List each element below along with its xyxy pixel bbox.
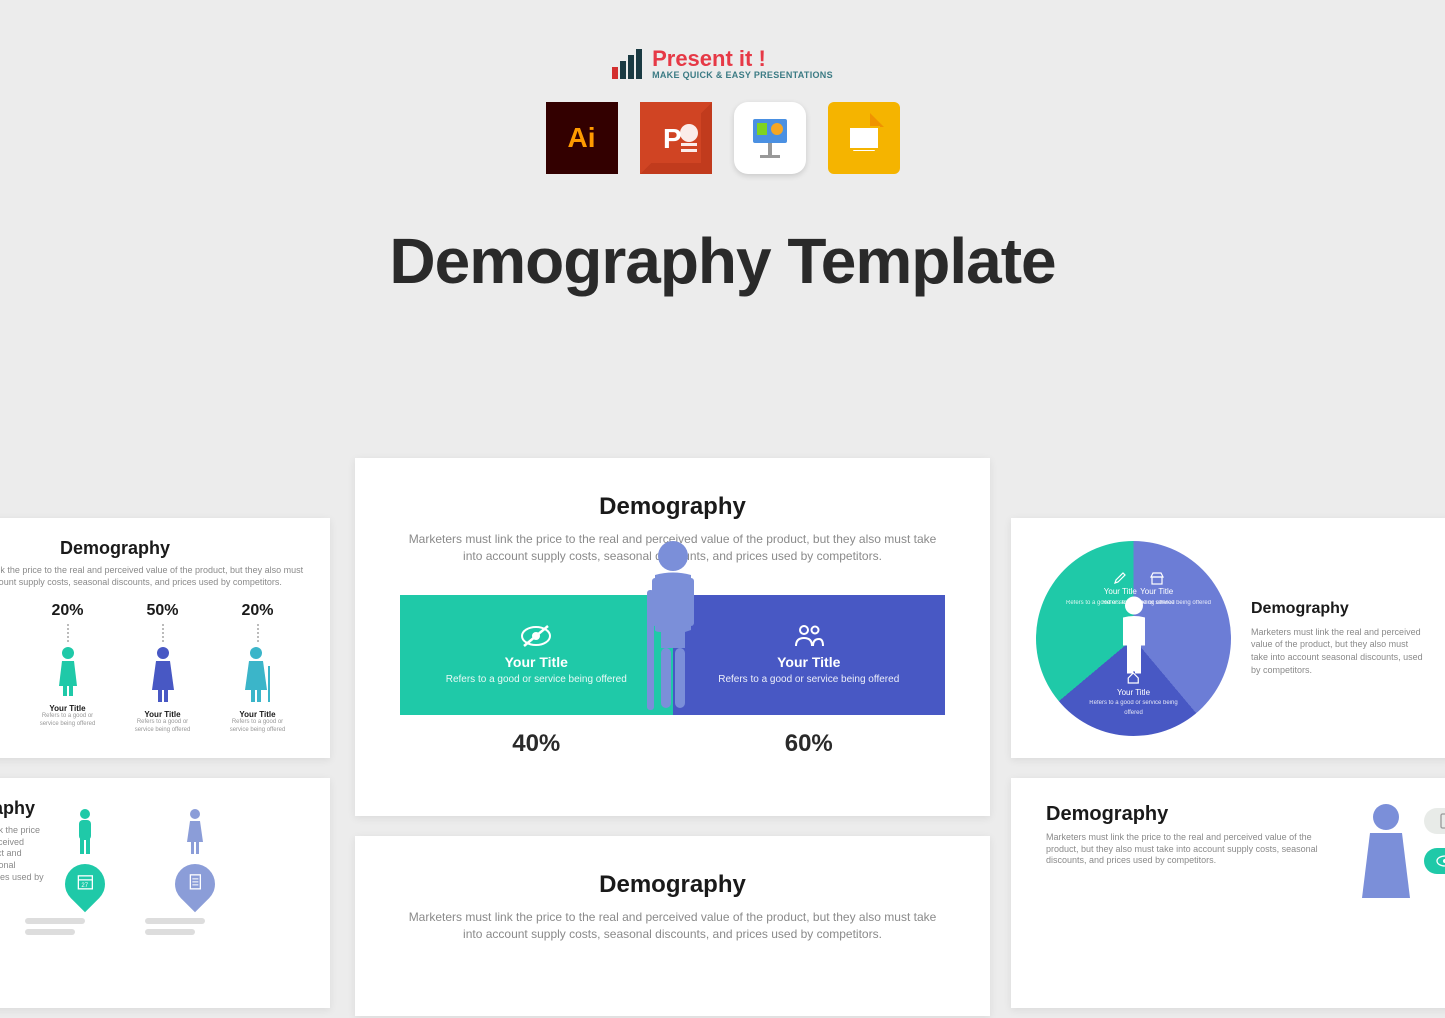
store-icon [1150,571,1164,585]
pie-chart: Your Title Refers to a good or service b… [1036,541,1231,736]
person-baby: 35% Your Title Refers to a good or servi… [0,602,8,733]
svg-text:P: P [663,123,682,154]
card-left-pins: Demography Marketers must link the price… [0,778,330,1008]
powerpoint-icon: P [640,102,712,174]
calendar-icon: 27 [76,873,94,891]
card-center-split: Demography Marketers must link the price… [355,458,990,816]
card-title: Demography [400,871,945,899]
pie-side-text: Demography Marketers must link the real … [1251,600,1426,676]
card-desc: Marketers must link the price to the rea… [0,565,305,588]
svg-text:27: 27 [81,883,88,889]
right-pct: 60% [673,730,946,758]
person-girl: 20% Your Title Refers to a good or servi… [33,602,103,733]
male-pin: 27 [65,808,105,904]
card-title: Demography [0,538,305,559]
person-icon [1115,596,1153,681]
eye-pill-icon [1424,848,1445,874]
card-left-ages: Demography Marketers must link the price… [0,518,330,758]
page-title: Demography Template [0,224,1445,298]
card-center-bottom: Demography Marketers must link the price… [355,836,990,1016]
woman-with-pills [1356,803,1416,928]
people-icon [793,624,825,648]
woman-icon [147,646,179,704]
woman-large-icon [1356,803,1416,923]
card-right-bottom: Demography Marketers must link the price… [1011,778,1445,1008]
card-title: Demography [400,493,945,521]
phone-pill-icon [1424,808,1445,834]
woman-icon [183,808,207,856]
split-right: Your Title Refers to a good or service b… [673,595,946,715]
elder-woman-icon [241,646,275,704]
bars-right [145,918,205,935]
girl-icon [53,646,83,698]
eye-off-icon [520,624,552,648]
document-icon [186,873,204,891]
person-woman: 50% Your Title Refers to a good or servi… [128,602,198,733]
card-desc: Marketers must link the price to the rea… [400,909,945,943]
brand-logo: Present it ! MAKE QUICK & EASY PRESENTAT… [0,48,1445,80]
brand-title: Present it ! [652,48,833,70]
left-pct: 40% [400,730,673,758]
elder-man-icon [633,540,713,725]
logo-mark-icon [612,49,644,79]
app-icons-row: Ai P [0,102,1445,174]
man-icon [73,808,97,856]
brand-tagline: MAKE QUICK & EASY PRESENTATIONS [652,70,833,80]
bars-left [25,918,85,935]
illustrator-icon: Ai [546,102,618,174]
person-elder: 20% Your Title Refers to a good or servi… [223,602,293,733]
card-right-pie: Your Title Refers to a good or service b… [1011,518,1445,758]
keynote-icon [734,102,806,174]
google-slides-icon [828,102,900,174]
female-pin [175,808,215,904]
